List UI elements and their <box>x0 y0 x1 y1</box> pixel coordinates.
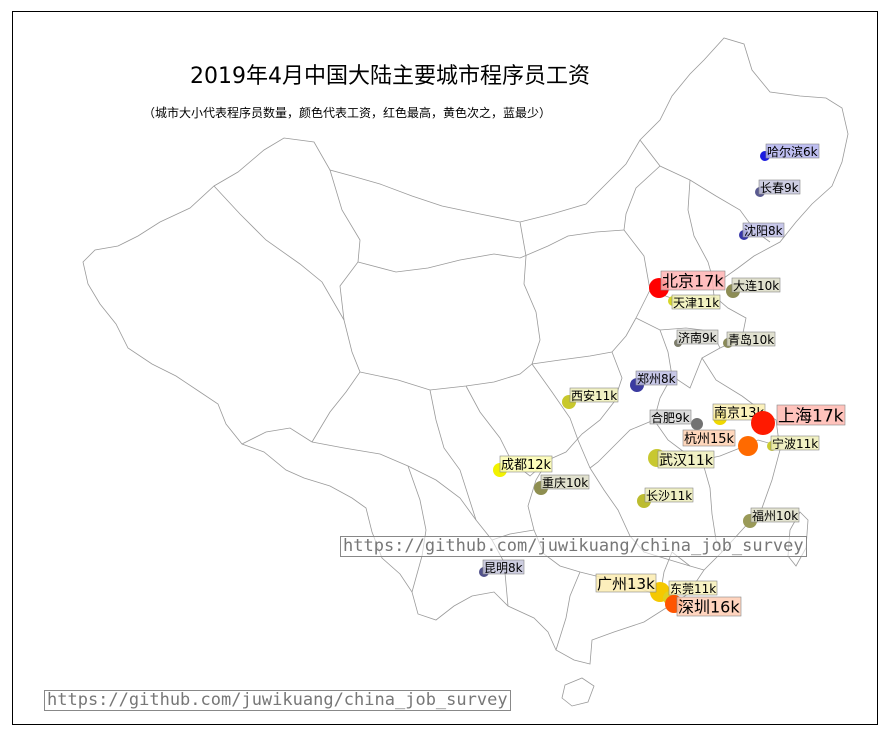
city-label-box-0 <box>765 143 820 159</box>
city-label-box-22 <box>668 580 718 596</box>
province-borders <box>82 37 849 707</box>
city-label-11: 上海17k <box>778 407 844 427</box>
city-label-6: 济南9k <box>678 330 717 345</box>
country-outline <box>82 37 849 665</box>
city-label-box-14 <box>770 435 820 451</box>
map-title: 2019年4月中国大陆主要城市程序员工资 <box>190 64 590 89</box>
city-label-2: 沈阳8k <box>744 223 783 238</box>
city-label-box-9 <box>569 387 619 403</box>
watermark-link-center[interactable]: https://github.com/juwikuang/china_job_s… <box>340 536 807 557</box>
city-label-12: 合肥9k <box>651 410 690 425</box>
city-label-19: 福州10k <box>752 508 798 523</box>
city-label-box-17 <box>540 474 590 490</box>
city-label-box-19 <box>750 507 800 523</box>
city-label-23: 深圳16k <box>678 598 740 617</box>
city-label-box-12 <box>649 409 692 425</box>
city-marker-11 <box>751 411 775 435</box>
city-markers: 哈尔滨6k 长春9k 沈阳8k 北京17k 大连10k 天津11k 济南9k 青岛10k 郑州8… <box>479 143 846 617</box>
city-marker-12 <box>691 418 703 430</box>
city-label-8: 郑州8k <box>637 371 676 386</box>
city-label-box-23 <box>676 596 742 617</box>
city-label-box-5 <box>671 294 721 310</box>
city-label-box-6 <box>676 329 719 345</box>
watermark-link-bottom[interactable]: https://github.com/juwikuang/china_job_s… <box>44 690 511 711</box>
taiwan-outline <box>787 511 809 567</box>
city-label-17: 重庆10k <box>542 476 588 490</box>
city-label-20: 昆明8k <box>484 561 523 575</box>
city-label-9: 西安11k <box>571 388 617 403</box>
city-marker-13 <box>738 436 758 456</box>
city-label-10: 南京13k <box>714 405 765 421</box>
city-label-1: 长春9k <box>760 181 799 195</box>
city-label-box-18 <box>644 487 694 503</box>
city-label-box-2 <box>742 222 785 238</box>
city-label-3: 北京17k <box>662 272 724 291</box>
city-label-5: 天津11k <box>673 296 719 310</box>
city-label-box-11 <box>776 404 846 426</box>
city-label-15: 成都12k <box>501 458 552 473</box>
city-label-box-8 <box>635 370 678 386</box>
map-subtitle: （城市大小代表程序员数量，颜色代表工资，红色最高，黄色次之，蓝最少） <box>143 106 552 120</box>
city-label-box-20 <box>482 559 525 575</box>
city-label-box-15 <box>499 455 553 473</box>
city-label-box-13 <box>682 429 736 447</box>
city-label-16: 武汉11k <box>659 453 714 469</box>
city-label-14: 宁波11k <box>772 436 818 451</box>
city-label-21: 广州13k <box>597 575 655 593</box>
city-label-22: 东莞11k <box>670 582 716 596</box>
city-label-box-21 <box>595 573 657 593</box>
hainan-outline <box>561 677 595 707</box>
city-label-box-7 <box>726 331 776 347</box>
city-label-box-3 <box>660 270 726 291</box>
city-label-13: 杭州15k <box>684 432 735 447</box>
city-label-box-1 <box>758 179 801 195</box>
city-label-box-4 <box>731 277 781 293</box>
city-label-18: 长沙11k <box>646 489 692 503</box>
city-label-7: 青岛10k <box>728 332 774 347</box>
city-label-box-16 <box>657 450 715 469</box>
city-label-4: 大连10k <box>733 278 779 293</box>
city-label-0: 哈尔滨6k <box>767 144 818 159</box>
